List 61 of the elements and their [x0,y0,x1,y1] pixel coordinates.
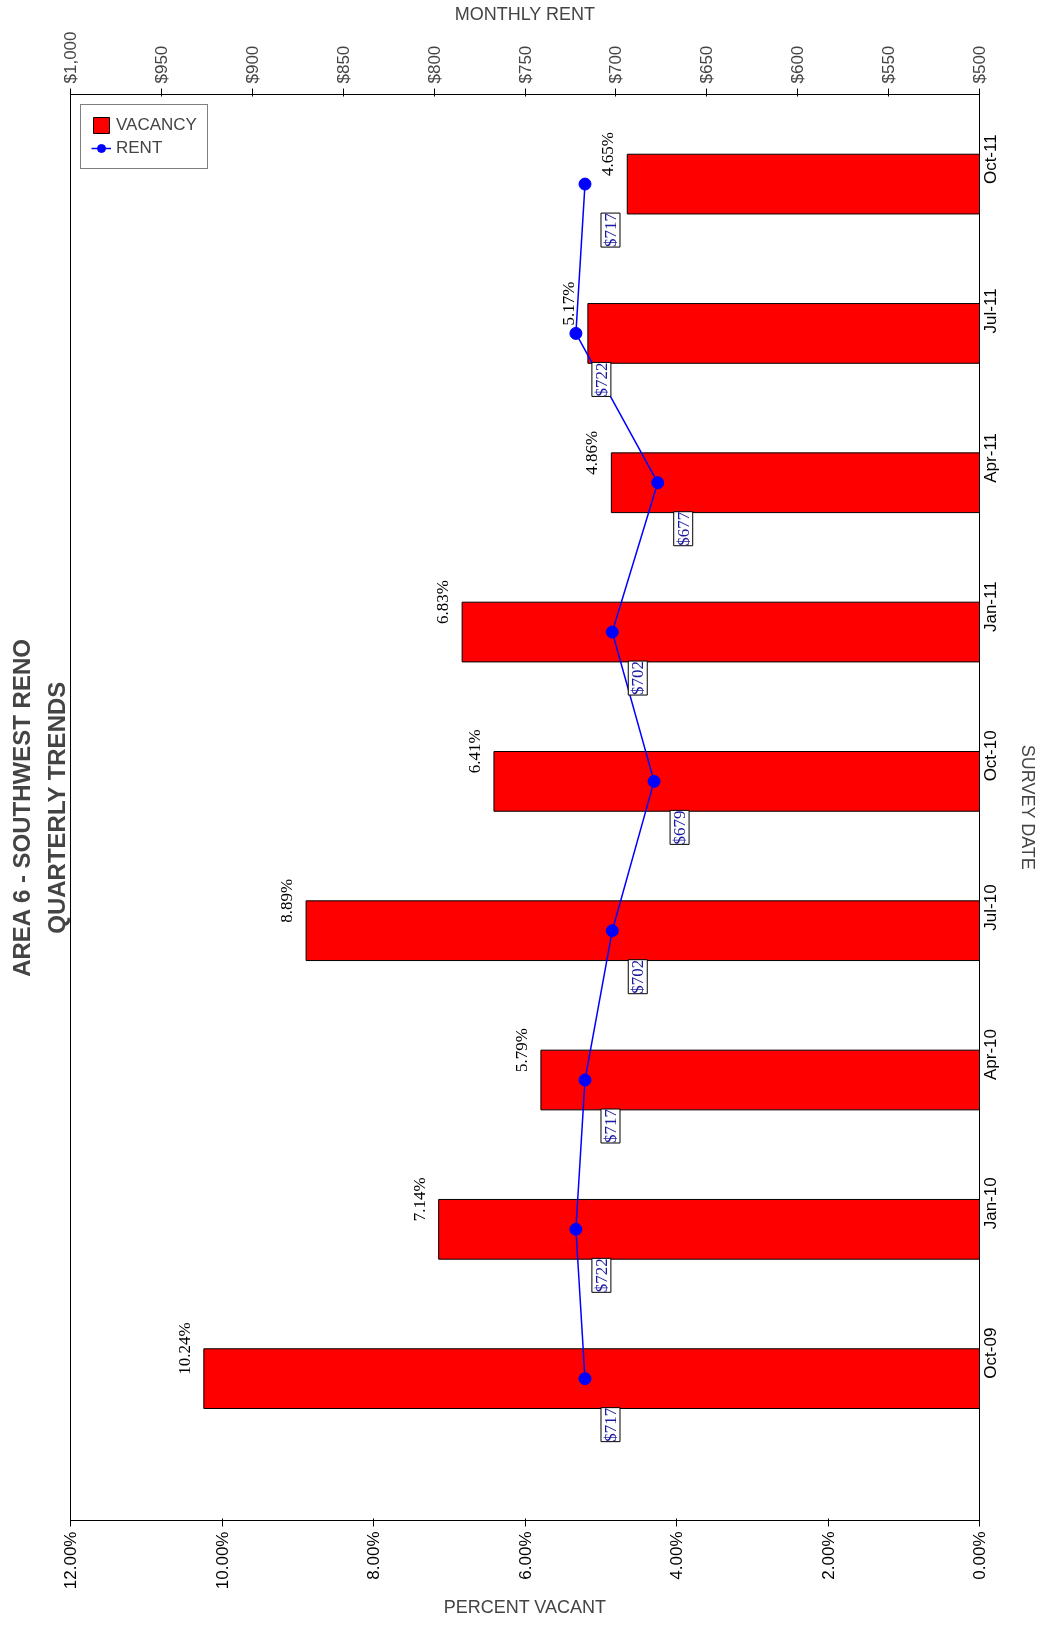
data-label: 8.89% [277,878,297,923]
x-axis-title: PERCENT VACANT [443,1597,607,1618]
data-label: $702 [628,959,648,994]
x-tick-label: 8.00% [364,1531,383,1580]
x2-tick-label: $650 [697,45,717,84]
y-tick-label: Oct-10 [981,730,1000,782]
y-tick-label: Oct-11 [981,134,1000,185]
y-tick-label: Jul-11 [981,288,1000,334]
data-label: $702 [628,661,648,696]
point [578,177,592,191]
data-label: 7.14% [409,1177,429,1222]
point [651,476,665,490]
x2-tick-label: $850 [333,45,353,84]
y-tick-label: Jul-10 [981,884,1000,931]
legend-label: VACANCY [116,115,197,135]
x2-tick-label: $550 [879,45,899,84]
data-label: $679 [670,810,690,845]
data-label: 10.24% [174,1322,194,1375]
y-axis-title: SURVEY DATE [1017,744,1038,870]
data-label: $717 [600,212,620,248]
y-tick-label: Apr-10 [981,1028,1000,1081]
x-tick-label: 12.00% [61,1531,80,1590]
x2-tick-label: $950 [151,45,171,84]
x-tick-label: 10.00% [212,1531,232,1590]
y-tick-label: Oct-09 [981,1327,1000,1379]
x-tick-label: 6.00% [515,1531,535,1580]
y-tick-label: Apr-11 [981,432,1000,483]
data-label: 4.65% [598,132,618,177]
x2-tick-label: $500 [970,45,989,84]
point [605,924,619,938]
x2-tick-label: $800 [424,45,444,84]
data-label: $722 [591,1258,611,1293]
point [578,1073,592,1087]
x2-tick-label: $900 [242,45,262,84]
point [578,1372,592,1386]
x-tick-label: 0.00% [970,1531,989,1580]
data-label: $677 [673,511,693,546]
data-label: 4.86% [582,430,602,475]
text: QUARTERLY TRENDS [42,681,70,934]
point [569,1222,583,1236]
x-tick-label: 4.00% [667,1531,686,1580]
x2-tick-label: $700 [606,45,626,84]
data-label: 5.79% [511,1028,531,1072]
data-label: $722 [591,362,611,397]
data-label: $717 [600,1407,620,1442]
y-tick-label: Jan-11 [981,581,1000,633]
point [569,326,583,340]
text: AREA 6 - SOUTHWEST RENO [7,639,35,977]
y-tick-label: Jan-10 [981,1177,1000,1230]
data-label: $717 [600,1108,620,1144]
data-label: 5.17% [558,281,578,326]
legend-label: RENT [116,138,163,158]
data-label: 6.83% [433,580,453,625]
x2-tick-label: $600 [788,45,808,84]
x-tick-label: 2.00% [818,1531,838,1580]
point [647,774,661,788]
x2-tick-label: $750 [515,45,535,84]
data-label: 6.41% [464,729,484,774]
x2-tick-label: $1,000 [61,31,80,84]
point [605,625,619,639]
x2-axis-title: MONTHLY RENT [454,3,596,24]
